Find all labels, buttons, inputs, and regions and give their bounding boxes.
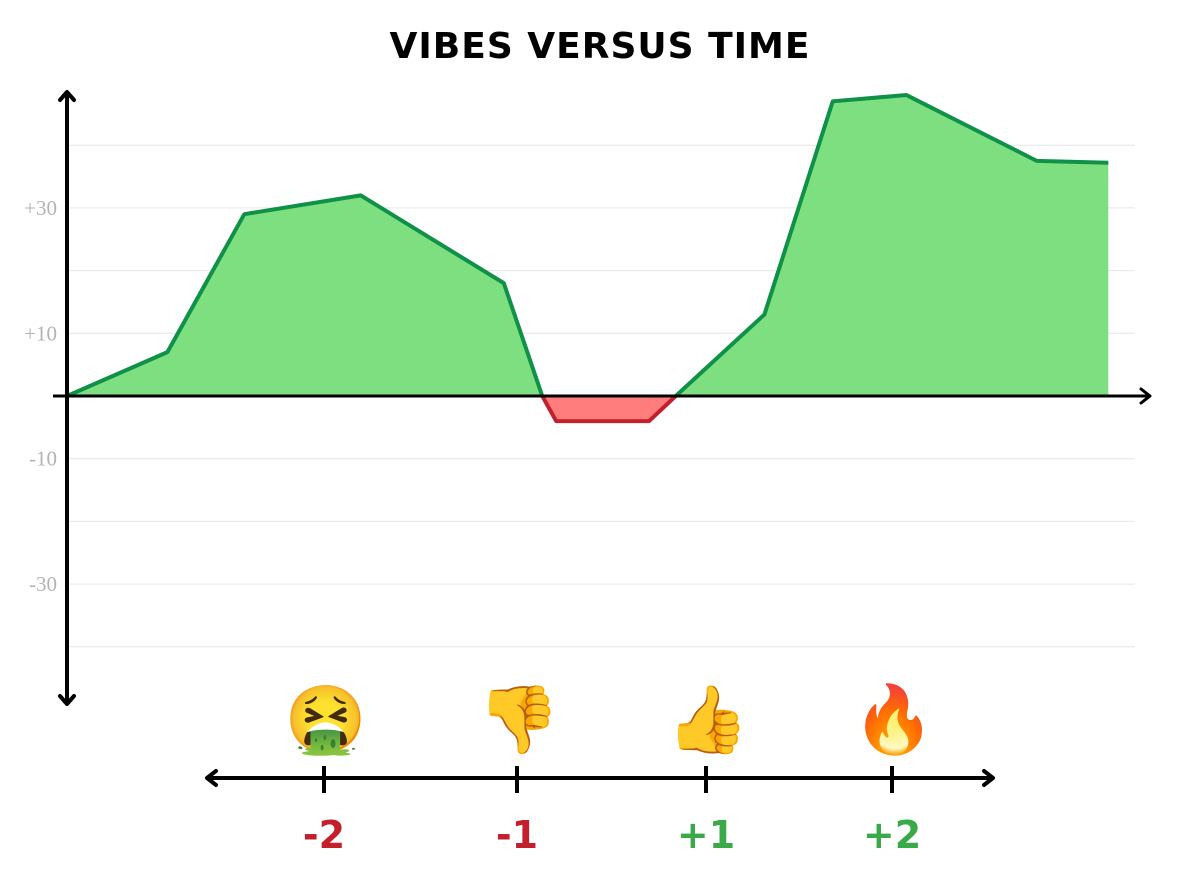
chart-title: VIBES VERSUS TIME <box>389 26 811 67</box>
positive-area <box>675 95 1109 396</box>
negative-area <box>542 396 676 422</box>
y-tick-label: +10 <box>24 321 57 345</box>
axes <box>53 90 1152 706</box>
fire-icon: 🔥 <box>853 681 935 758</box>
scale-arrow-right <box>982 769 995 787</box>
y-axis-arrow-bottom <box>58 694 76 706</box>
y-tick-label: +30 <box>24 196 57 220</box>
thumbs-up-icon: 👍 <box>667 681 749 758</box>
y-tick-label: -10 <box>29 447 57 471</box>
scale-label: +2 <box>863 813 921 857</box>
x-axis-arrow <box>1139 387 1152 405</box>
y-tick-label: -30 <box>29 572 57 596</box>
thumbs-down-icon: 👎 <box>478 681 560 758</box>
negative-line <box>540 394 678 424</box>
positive-area <box>67 195 543 396</box>
positive-line <box>66 193 545 398</box>
scale-label: +1 <box>677 813 735 857</box>
positive-line <box>674 93 1109 398</box>
scale-label: -2 <box>303 813 345 857</box>
y-axis-arrow-top <box>58 90 76 102</box>
vibe-scale: 🤮 -2 👎 -1 👍 +1 🔥 +2 <box>205 681 995 857</box>
y-tick-labels: +30 +10 -10 -30 <box>24 196 57 596</box>
scale-arrow-left <box>205 769 218 787</box>
area-series <box>66 93 1109 424</box>
vomiting-face-icon: 🤮 <box>285 681 367 758</box>
scale-label: -1 <box>496 813 538 857</box>
